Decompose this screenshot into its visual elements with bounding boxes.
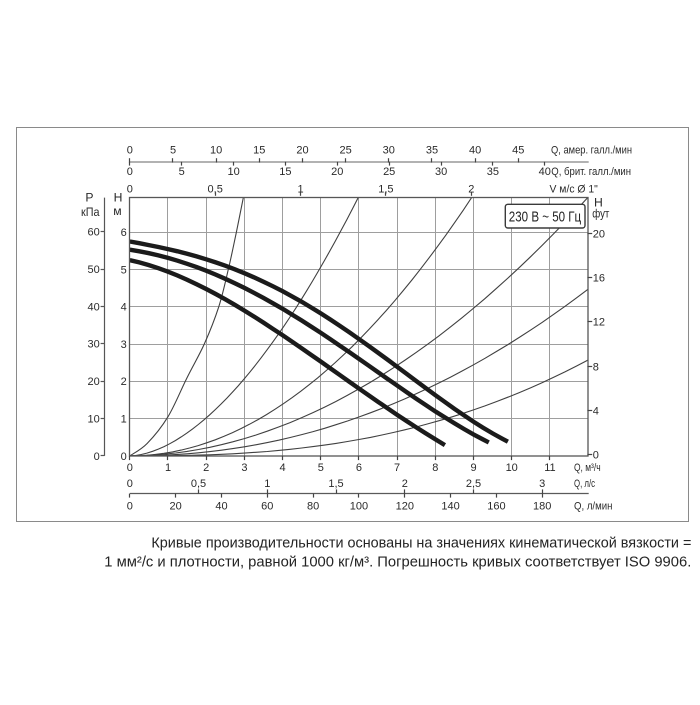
svg-text:4: 4: [593, 405, 599, 417]
svg-text:25: 25: [383, 166, 395, 178]
svg-text:35: 35: [426, 145, 438, 157]
svg-text:20: 20: [88, 376, 100, 388]
svg-text:35: 35: [487, 166, 499, 178]
svg-text:Q, брит. галл./мин: Q, брит. галл./мин: [551, 166, 631, 178]
svg-text:0: 0: [127, 500, 133, 512]
svg-text:5: 5: [121, 264, 127, 276]
svg-text:0: 0: [121, 451, 127, 463]
svg-text:5: 5: [318, 462, 324, 474]
svg-text:Q, л/мин: Q, л/мин: [574, 500, 612, 512]
svg-text:0: 0: [593, 449, 599, 461]
svg-text:4: 4: [121, 302, 127, 314]
svg-text:2,5: 2,5: [466, 478, 481, 490]
svg-text:16: 16: [593, 272, 605, 284]
svg-text:5: 5: [179, 166, 185, 178]
svg-text:3: 3: [241, 462, 247, 474]
svg-text:0: 0: [127, 462, 133, 474]
svg-text:20: 20: [331, 166, 343, 178]
svg-text:0: 0: [127, 145, 133, 157]
svg-text:3: 3: [121, 339, 127, 351]
svg-text:20: 20: [169, 500, 181, 512]
svg-text:1: 1: [165, 462, 171, 474]
svg-text:0,5: 0,5: [191, 478, 206, 490]
svg-text:40: 40: [215, 500, 227, 512]
svg-text:м: м: [113, 204, 121, 218]
svg-text:2: 2: [402, 478, 408, 490]
svg-text:80: 80: [307, 500, 319, 512]
svg-text:6: 6: [121, 227, 127, 239]
svg-text:1 мм²/с и плотности, равной 10: 1 мм²/с и плотности, равной 1000 кг/м³. …: [104, 554, 691, 570]
svg-text:H: H: [594, 196, 603, 210]
svg-text:100: 100: [350, 500, 368, 512]
svg-text:2: 2: [121, 376, 127, 388]
svg-text:8: 8: [593, 361, 599, 373]
svg-text:160: 160: [487, 500, 505, 512]
svg-text:1: 1: [298, 183, 304, 195]
svg-text:15: 15: [279, 166, 291, 178]
svg-text:40: 40: [539, 166, 551, 178]
svg-text:1: 1: [121, 414, 127, 426]
svg-text:140: 140: [441, 500, 459, 512]
svg-text:9: 9: [470, 462, 476, 474]
svg-text:1: 1: [264, 478, 270, 490]
svg-text:11: 11: [544, 462, 555, 474]
svg-text:60: 60: [261, 500, 273, 512]
svg-text:V м/с Ø 1": V м/с Ø 1": [550, 183, 598, 195]
svg-text:P: P: [85, 191, 93, 205]
svg-text:30: 30: [383, 145, 395, 157]
svg-text:0: 0: [127, 166, 133, 178]
svg-text:6: 6: [356, 462, 362, 474]
svg-text:Q, л/с: Q, л/с: [574, 478, 595, 490]
svg-text:1,5: 1,5: [378, 183, 393, 195]
svg-text:7: 7: [394, 462, 400, 474]
svg-text:40: 40: [88, 301, 100, 313]
svg-text:5: 5: [170, 145, 176, 157]
svg-text:25: 25: [339, 145, 351, 157]
svg-text:1,5: 1,5: [328, 478, 343, 490]
svg-text:4: 4: [280, 462, 286, 474]
svg-text:0: 0: [127, 183, 133, 195]
svg-text:H: H: [114, 191, 123, 205]
svg-text:30: 30: [435, 166, 447, 178]
svg-text:0: 0: [127, 478, 133, 490]
svg-text:10: 10: [506, 462, 518, 474]
svg-text:12: 12: [593, 316, 605, 328]
svg-text:0: 0: [94, 451, 100, 463]
svg-text:50: 50: [88, 264, 100, 276]
svg-text:120: 120: [396, 500, 414, 512]
svg-text:2: 2: [203, 462, 209, 474]
svg-text:30: 30: [88, 339, 100, 351]
svg-text:230 В ~ 50 Гц: 230 В ~ 50 Гц: [509, 209, 582, 226]
svg-text:3: 3: [539, 478, 545, 490]
svg-text:60: 60: [88, 227, 100, 239]
svg-text:20: 20: [593, 228, 605, 240]
svg-text:10: 10: [88, 413, 100, 425]
svg-text:2: 2: [468, 183, 474, 195]
svg-text:кПа: кПа: [81, 205, 100, 219]
svg-text:15: 15: [253, 145, 265, 157]
svg-text:10: 10: [227, 166, 239, 178]
svg-text:8: 8: [432, 462, 438, 474]
svg-text:180: 180: [533, 500, 551, 512]
svg-text:40: 40: [469, 145, 481, 157]
svg-text:10: 10: [210, 145, 222, 157]
svg-text:20: 20: [296, 145, 308, 157]
svg-text:Кривые производительности осно: Кривые производительности основаны на зн…: [151, 535, 691, 551]
svg-text:45: 45: [512, 145, 524, 157]
svg-text:фут: фут: [592, 206, 610, 220]
svg-text:Q, м³/ч: Q, м³/ч: [574, 462, 601, 474]
svg-text:Q, амер. галл./мин: Q, амер. галл./мин: [551, 145, 632, 157]
svg-text:0,5: 0,5: [208, 183, 223, 195]
